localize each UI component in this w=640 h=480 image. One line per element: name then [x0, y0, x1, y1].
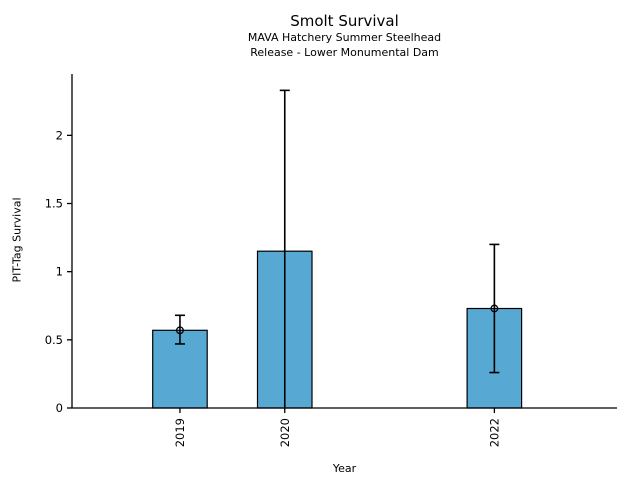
- chart-subtitle-line2: Release - Lower Monumental Dam: [250, 46, 439, 59]
- y-tick-label-0: 0: [56, 401, 63, 415]
- x-tick-label-2020: 2020: [278, 418, 292, 447]
- chart-subtitle-line1: MAVA Hatchery Summer Steelhead: [247, 31, 442, 44]
- y-tick-label-0.5: 0.5: [45, 333, 63, 347]
- x-axis-label: Year: [332, 462, 357, 475]
- y-tick-label-1: 1: [56, 265, 63, 279]
- point-marker-2019: [176, 326, 184, 335]
- chart-title: Smolt Survival: [290, 12, 399, 30]
- point-marker-2022: [490, 304, 499, 313]
- y-tick-label-1.5: 1.5: [45, 197, 63, 211]
- y-tick-label-2: 2: [56, 128, 63, 142]
- x-tick-label-2022: 2022: [487, 418, 501, 447]
- x-tick-label-2019: 2019: [173, 418, 187, 447]
